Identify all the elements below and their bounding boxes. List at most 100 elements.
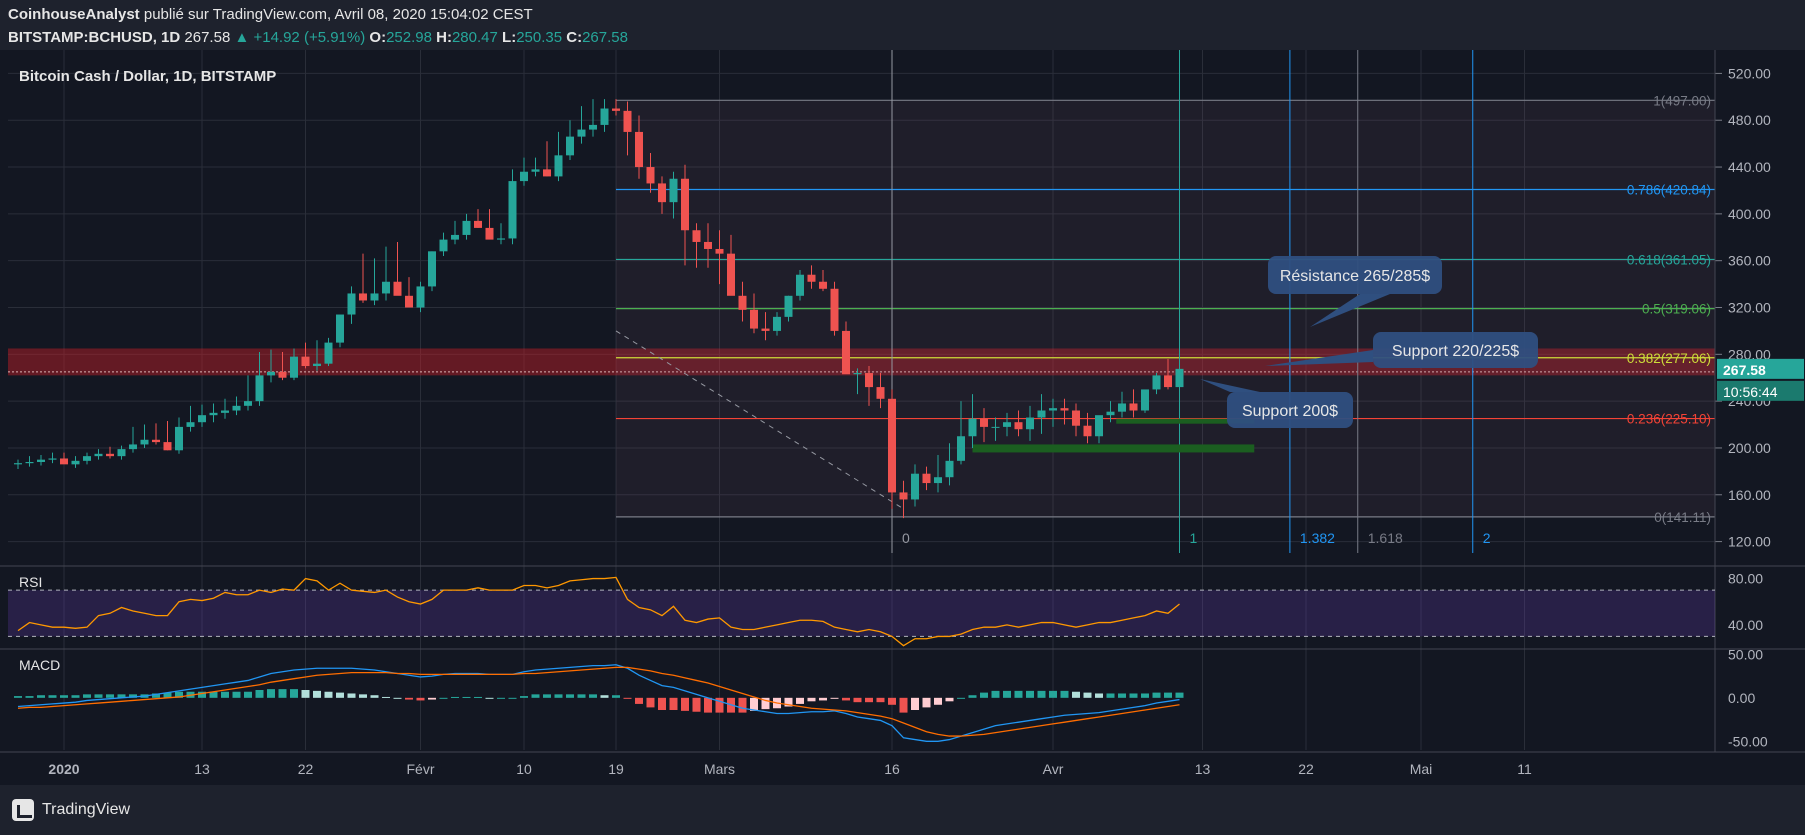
candle-body <box>761 328 770 331</box>
macd-histogram-bar <box>336 692 344 698</box>
macd-histogram-bar <box>589 694 597 698</box>
macd-histogram-bar <box>416 697 425 701</box>
candle-body <box>393 281 402 296</box>
candle-body <box>807 274 816 282</box>
macd-histogram-bar <box>71 695 80 698</box>
macd-histogram-bar <box>370 695 379 698</box>
brand-name: TradingView <box>42 801 131 818</box>
fib-time-label: 1.618 <box>1368 530 1403 546</box>
macd-histogram-bar <box>117 694 126 698</box>
candle-body <box>60 458 68 465</box>
candle-body <box>922 473 931 484</box>
candle-body <box>129 444 137 450</box>
chart-area[interactable]: 120.00160.00200.00240.00280.00320.00360.… <box>0 50 1805 785</box>
candle-body <box>175 426 183 451</box>
candle-body <box>313 363 321 367</box>
candle-body <box>658 183 666 203</box>
candle-body <box>163 442 172 451</box>
symbol-info: BITSTAMP:BCHUSD, 1D 267.58 ▲ +14.92 (+5.… <box>8 29 628 46</box>
candle-body <box>704 241 712 249</box>
rsi-tick-label: 80.00 <box>1728 571 1763 587</box>
candle-body <box>1026 417 1034 430</box>
candle-body <box>106 453 114 457</box>
y-tick-label: 520.00 <box>1728 65 1771 81</box>
tradingview-logo[interactable]: TradingView <box>12 799 130 821</box>
candle-body <box>301 356 310 367</box>
macd-histogram-bar <box>1175 692 1184 698</box>
x-tick-label: 22 <box>298 761 314 777</box>
candle-body <box>991 426 1000 428</box>
macd-histogram-bar <box>209 691 218 698</box>
fib-label: 0.236(225.10) <box>1627 412 1711 427</box>
x-tick-label: 11 <box>1517 761 1532 777</box>
y-tick-label: 440.00 <box>1728 159 1771 175</box>
macd-histogram-bar <box>221 691 229 698</box>
candle-body <box>566 136 574 156</box>
macd-histogram-bar <box>1106 693 1115 698</box>
candle-body <box>232 405 241 411</box>
macd-histogram-bar <box>738 697 747 713</box>
macd-histogram-bar <box>106 694 114 698</box>
candle-body <box>876 387 885 399</box>
candle-body <box>554 155 563 177</box>
macd-histogram-bar <box>301 690 310 698</box>
macd-histogram-bar <box>290 689 298 698</box>
macd-histogram-bar <box>359 694 367 698</box>
macd-histogram-bar <box>704 697 712 713</box>
macd-histogram-bar <box>819 697 827 701</box>
candle-body <box>209 412 218 416</box>
rsi-tick-label: 40.00 <box>1728 617 1763 633</box>
macd-histogram-bar <box>175 691 183 698</box>
candle-body <box>198 415 206 423</box>
chart-title: Bitcoin Cash / Dollar, 1D, BITSTAMP <box>19 68 276 85</box>
candle-body <box>83 456 91 461</box>
candle-body <box>1141 389 1149 411</box>
candle-body <box>842 330 850 375</box>
macd-histogram-bar <box>232 691 241 698</box>
callout-tail <box>1265 350 1373 366</box>
x-tick-label: Mars <box>704 761 735 777</box>
author-name[interactable]: CoinhouseAnalyst <box>8 6 140 23</box>
candle-body <box>623 110 632 132</box>
macd-histogram-bar <box>761 697 770 710</box>
candle-body <box>1175 368 1184 388</box>
fib-time-label: 1.382 <box>1300 530 1335 546</box>
candle-body <box>267 371 275 376</box>
support-zone-200 <box>972 444 1255 453</box>
macd-histogram-bar <box>865 697 873 703</box>
candle-body <box>1049 408 1057 411</box>
candle-body <box>1095 415 1103 437</box>
macd-histogram-bar <box>853 697 862 703</box>
footer: TradingView <box>0 785 1805 835</box>
candle-body <box>727 253 735 296</box>
macd-histogram-bar <box>451 696 459 698</box>
macd-histogram-bar <box>830 697 839 699</box>
rsi-line <box>17 576 1180 647</box>
y-tick-label: 200.00 <box>1728 440 1771 456</box>
publication-text: publié sur TradingView.com, Avril 08, 20… <box>143 6 533 23</box>
candle-body <box>255 375 264 402</box>
macd-histogram-bar <box>681 697 689 711</box>
last-price-label: 267.58 <box>1723 362 1766 378</box>
candle-body <box>980 418 988 427</box>
candle-body <box>370 293 379 301</box>
x-tick-label: 22 <box>1298 761 1314 777</box>
candle-body <box>451 234 459 240</box>
macd-histogram-bar <box>60 695 68 698</box>
rsi-title: RSI <box>19 574 42 590</box>
symbol-name[interactable]: BITSTAMP:BCHUSD, 1D <box>8 29 181 46</box>
open-value: 252.98 <box>386 29 432 46</box>
callout-box <box>1268 256 1442 294</box>
candle-body <box>520 171 528 182</box>
macd-histogram-bar <box>1049 690 1057 698</box>
candle-body <box>347 293 356 315</box>
macd-histogram-bar <box>842 697 850 701</box>
macd-histogram-bar <box>313 690 321 698</box>
publication-info: CoinhouseAnalyst publié sur TradingView.… <box>8 6 533 23</box>
macd-histogram-bar <box>922 697 931 708</box>
fib-time-label: 0 <box>902 530 910 546</box>
macd-histogram-bar <box>911 697 919 710</box>
y-tick-label: 480.00 <box>1728 112 1771 128</box>
y-tick-label: 320.00 <box>1728 300 1771 316</box>
macd-line <box>17 664 1180 742</box>
